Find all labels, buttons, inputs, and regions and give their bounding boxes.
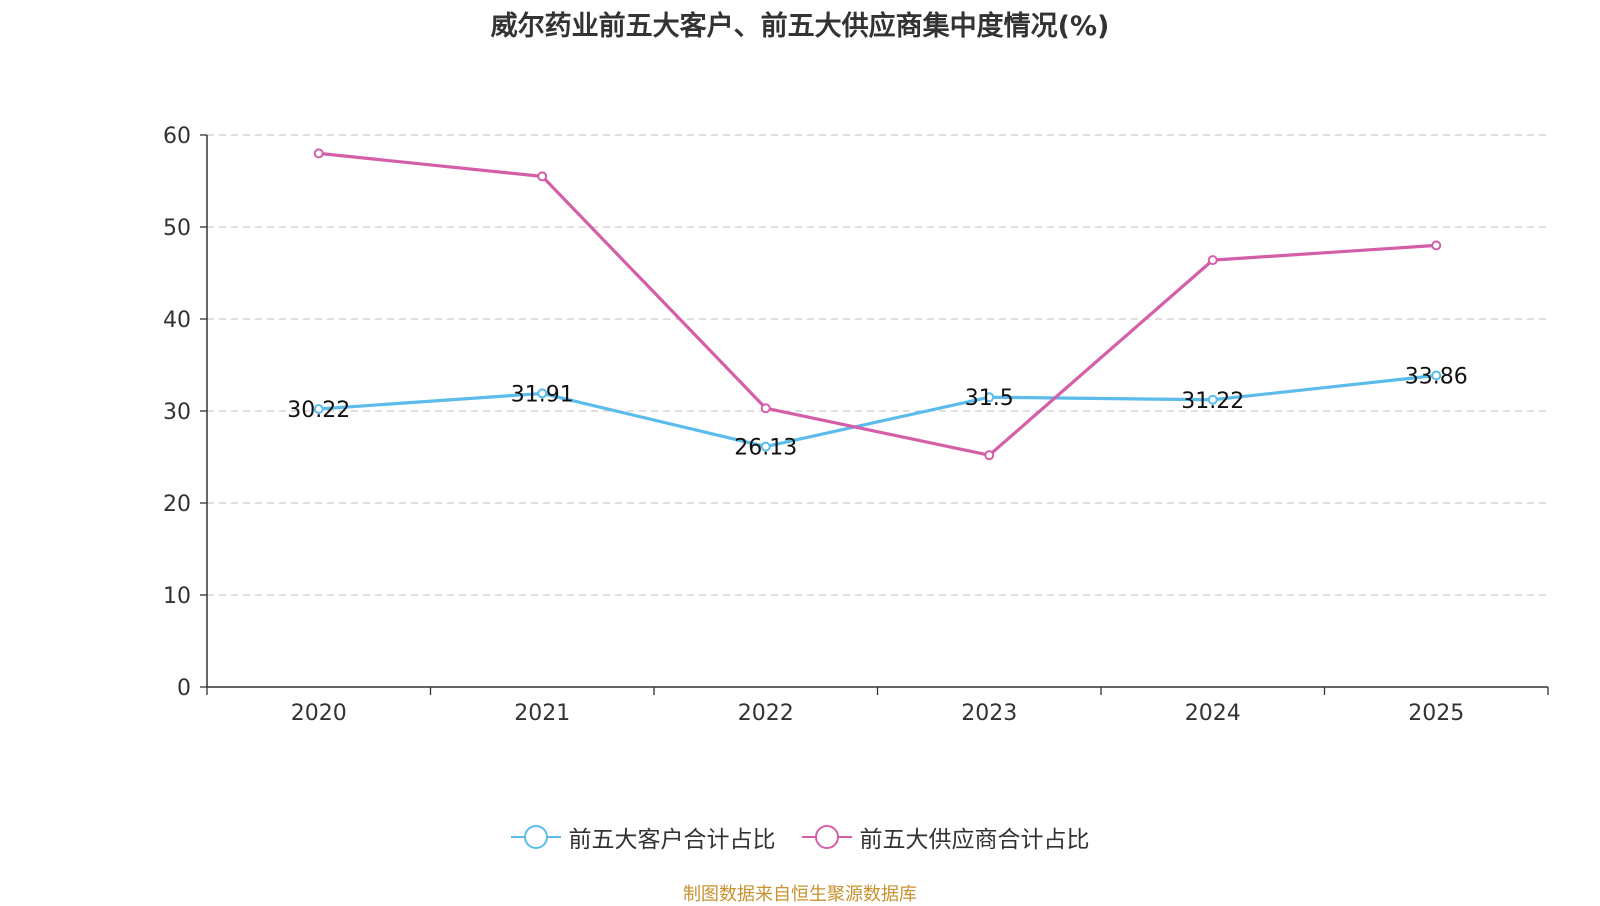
legend-label-customers: 前五大客户合计占比 <box>568 827 776 853</box>
legend-line-circle-icon <box>510 823 561 851</box>
data-point-1 <box>313 148 324 159</box>
y-tick-label: 0 <box>177 676 191 701</box>
series-line-0 <box>318 373 1437 449</box>
data-point-0 <box>1207 394 1218 405</box>
data-label: 31.22 <box>1181 389 1244 414</box>
data-point-1 <box>537 171 548 182</box>
y-tick-label: 30 <box>163 400 191 425</box>
y-tick-label: 50 <box>163 216 191 241</box>
x-tick-label: 2021 <box>514 701 570 726</box>
data-label: 30.22 <box>287 398 350 423</box>
chart-title: 威尔药业前五大客户、前五大供应商集中度情况(%) <box>490 11 1110 42</box>
data-point-1 <box>1431 240 1442 251</box>
data-point-0 <box>537 388 548 399</box>
data-label: 31.91 <box>511 382 574 407</box>
x-tick-label: 2022 <box>738 701 794 726</box>
data-point-1 <box>1207 255 1218 266</box>
legend-label-suppliers: 前五大供应商合计占比 <box>859 827 1090 853</box>
y-tick-label: 60 <box>163 124 191 149</box>
legend-item-customers[interactable]: 前五大客户合计占比 <box>510 820 776 854</box>
series-line-1 <box>318 151 1437 457</box>
data-label: 26.13 <box>734 436 797 461</box>
data-point-0 <box>760 441 771 452</box>
legend-line-circle-icon <box>801 823 852 851</box>
y-tick-label: 10 <box>163 584 191 609</box>
data-point-1 <box>760 403 771 414</box>
legend-item-suppliers[interactable]: 前五大供应商合计占比 <box>801 820 1090 854</box>
x-tick-label: 2023 <box>961 701 1017 726</box>
data-point-0 <box>313 403 324 414</box>
legend: 前五大客户合计占比 前五大供应商合计占比 <box>0 820 1600 854</box>
y-tick-label: 20 <box>163 492 191 517</box>
data-label: 33.86 <box>1405 364 1468 389</box>
source-note: 制图数据来自恒生聚源数据库 <box>683 884 917 905</box>
data-label: 31.5 <box>965 386 1014 411</box>
x-tick-label: 2020 <box>291 701 347 726</box>
x-tick-label: 2025 <box>1408 701 1464 726</box>
data-point-0 <box>1431 370 1442 381</box>
data-point-0 <box>984 392 995 403</box>
y-tick-label: 40 <box>163 308 191 333</box>
data-point-1 <box>984 450 995 461</box>
x-tick-label: 2024 <box>1185 701 1241 726</box>
